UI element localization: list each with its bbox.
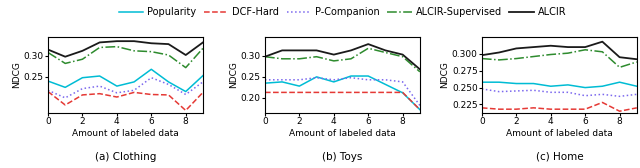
Text: (a) Clothing: (a) Clothing bbox=[95, 152, 156, 162]
Y-axis label: NDCG: NDCG bbox=[12, 61, 21, 88]
Text: (c) Home: (c) Home bbox=[536, 152, 583, 162]
X-axis label: Amount of labeled data: Amount of labeled data bbox=[289, 129, 396, 137]
Text: (b) Toys: (b) Toys bbox=[322, 152, 363, 162]
Legend: Popularity, DCF-Hard, P-Companion, ALCIR-Supervised, ALCIR: Popularity, DCF-Hard, P-Companion, ALCIR… bbox=[115, 3, 570, 21]
X-axis label: Amount of labeled data: Amount of labeled data bbox=[506, 129, 612, 137]
Y-axis label: NDCG: NDCG bbox=[229, 61, 238, 88]
Y-axis label: NDCG: NDCG bbox=[440, 61, 449, 88]
X-axis label: Amount of labeled data: Amount of labeled data bbox=[72, 129, 179, 137]
